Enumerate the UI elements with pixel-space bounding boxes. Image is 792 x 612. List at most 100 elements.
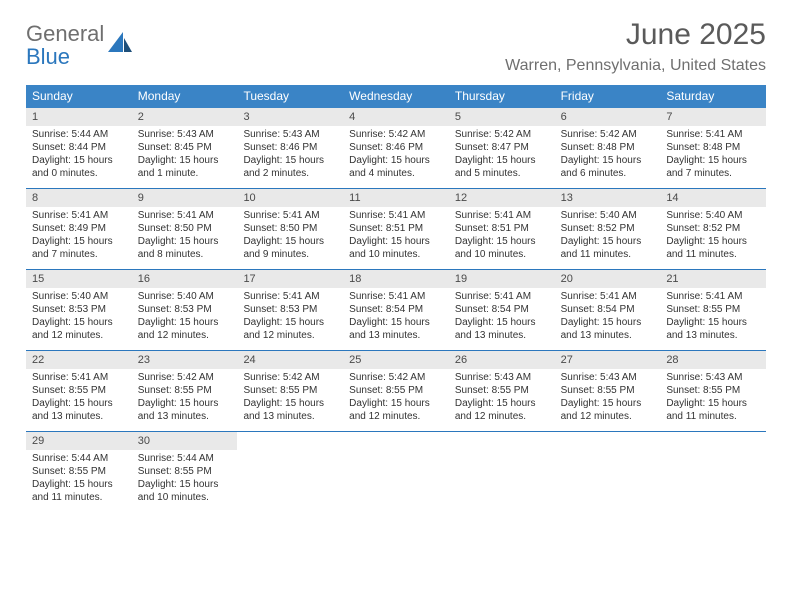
- calendar-day: 8Sunrise: 5:41 AMSunset: 8:49 PMDaylight…: [26, 189, 132, 267]
- day-number: 24: [237, 351, 343, 369]
- day-body: Sunrise: 5:40 AMSunset: 8:53 PMDaylight:…: [26, 288, 132, 348]
- day-body: Sunrise: 5:44 AMSunset: 8:55 PMDaylight:…: [132, 450, 238, 510]
- sunrise-text: Sunrise: 5:41 AM: [561, 290, 655, 303]
- daylight-text: Daylight: 15 hours and 10 minutes.: [455, 235, 549, 261]
- daylight-text: Daylight: 15 hours and 5 minutes.: [455, 154, 549, 180]
- calendar-day: 7Sunrise: 5:41 AMSunset: 8:48 PMDaylight…: [660, 108, 766, 186]
- calendar-week: 22Sunrise: 5:41 AMSunset: 8:55 PMDayligh…: [26, 351, 766, 429]
- day-number: 20: [555, 270, 661, 288]
- daylight-text: Daylight: 15 hours and 12 minutes.: [138, 316, 232, 342]
- day-body: Sunrise: 5:40 AMSunset: 8:53 PMDaylight:…: [132, 288, 238, 348]
- calendar-day: [555, 432, 661, 510]
- logo-line2: Blue: [26, 45, 104, 68]
- calendar-day: 27Sunrise: 5:43 AMSunset: 8:55 PMDayligh…: [555, 351, 661, 429]
- day-number: 29: [26, 432, 132, 450]
- day-body: Sunrise: 5:42 AMSunset: 8:55 PMDaylight:…: [237, 369, 343, 429]
- day-number: 1: [26, 108, 132, 126]
- calendar-day: 11Sunrise: 5:41 AMSunset: 8:51 PMDayligh…: [343, 189, 449, 267]
- sunset-text: Sunset: 8:49 PM: [32, 222, 126, 235]
- sunset-text: Sunset: 8:46 PM: [243, 141, 337, 154]
- daylight-text: Daylight: 15 hours and 7 minutes.: [32, 235, 126, 261]
- month-title: June 2025: [505, 18, 766, 51]
- day-body: Sunrise: 5:41 AMSunset: 8:48 PMDaylight:…: [660, 126, 766, 186]
- day-body: Sunrise: 5:41 AMSunset: 8:55 PMDaylight:…: [660, 288, 766, 348]
- daylight-text: Daylight: 15 hours and 13 minutes.: [455, 316, 549, 342]
- calendar-day: 26Sunrise: 5:43 AMSunset: 8:55 PMDayligh…: [449, 351, 555, 429]
- daylight-text: Daylight: 15 hours and 12 minutes.: [455, 397, 549, 423]
- sunrise-text: Sunrise: 5:41 AM: [243, 290, 337, 303]
- calendar-day: 22Sunrise: 5:41 AMSunset: 8:55 PMDayligh…: [26, 351, 132, 429]
- sunrise-text: Sunrise: 5:41 AM: [32, 209, 126, 222]
- calendar-day: 17Sunrise: 5:41 AMSunset: 8:53 PMDayligh…: [237, 270, 343, 348]
- day-body: Sunrise: 5:41 AMSunset: 8:49 PMDaylight:…: [26, 207, 132, 267]
- sunrise-text: Sunrise: 5:41 AM: [455, 290, 549, 303]
- day-number: 25: [343, 351, 449, 369]
- sunrise-text: Sunrise: 5:42 AM: [561, 128, 655, 141]
- day-number: 23: [132, 351, 238, 369]
- dow-tuesday: Tuesday: [237, 85, 343, 108]
- calendar-week: 1Sunrise: 5:44 AMSunset: 8:44 PMDaylight…: [26, 108, 766, 186]
- day-body: Sunrise: 5:43 AMSunset: 8:55 PMDaylight:…: [555, 369, 661, 429]
- day-number: 16: [132, 270, 238, 288]
- sunset-text: Sunset: 8:48 PM: [561, 141, 655, 154]
- calendar-day: 29Sunrise: 5:44 AMSunset: 8:55 PMDayligh…: [26, 432, 132, 510]
- sunset-text: Sunset: 8:55 PM: [138, 465, 232, 478]
- logo: General Blue: [26, 22, 134, 68]
- day-number: 11: [343, 189, 449, 207]
- calendar-day: [343, 432, 449, 510]
- day-body: Sunrise: 5:44 AMSunset: 8:55 PMDaylight:…: [26, 450, 132, 510]
- day-body: Sunrise: 5:41 AMSunset: 8:51 PMDaylight:…: [343, 207, 449, 267]
- calendar-day: 9Sunrise: 5:41 AMSunset: 8:50 PMDaylight…: [132, 189, 238, 267]
- sunset-text: Sunset: 8:55 PM: [561, 384, 655, 397]
- sunset-text: Sunset: 8:48 PM: [666, 141, 760, 154]
- day-number: 22: [26, 351, 132, 369]
- sunset-text: Sunset: 8:53 PM: [243, 303, 337, 316]
- calendar-day: 19Sunrise: 5:41 AMSunset: 8:54 PMDayligh…: [449, 270, 555, 348]
- sunrise-text: Sunrise: 5:41 AM: [349, 290, 443, 303]
- day-number: 8: [26, 189, 132, 207]
- daylight-text: Daylight: 15 hours and 10 minutes.: [138, 478, 232, 504]
- sunset-text: Sunset: 8:45 PM: [138, 141, 232, 154]
- sunrise-text: Sunrise: 5:41 AM: [666, 290, 760, 303]
- day-body: Sunrise: 5:43 AMSunset: 8:55 PMDaylight:…: [660, 369, 766, 429]
- dow-thursday: Thursday: [449, 85, 555, 108]
- calendar-day: 3Sunrise: 5:43 AMSunset: 8:46 PMDaylight…: [237, 108, 343, 186]
- daylight-text: Daylight: 15 hours and 0 minutes.: [32, 154, 126, 180]
- sunset-text: Sunset: 8:54 PM: [455, 303, 549, 316]
- day-body: Sunrise: 5:42 AMSunset: 8:47 PMDaylight:…: [449, 126, 555, 186]
- calendar-day: 10Sunrise: 5:41 AMSunset: 8:50 PMDayligh…: [237, 189, 343, 267]
- logo-line1: General: [26, 21, 104, 46]
- daylight-text: Daylight: 15 hours and 12 minutes.: [561, 397, 655, 423]
- calendar: Sunday Monday Tuesday Wednesday Thursday…: [26, 85, 766, 510]
- calendar-day: 12Sunrise: 5:41 AMSunset: 8:51 PMDayligh…: [449, 189, 555, 267]
- calendar-day: [449, 432, 555, 510]
- sunset-text: Sunset: 8:55 PM: [666, 384, 760, 397]
- day-number: 13: [555, 189, 661, 207]
- dow-sunday: Sunday: [26, 85, 132, 108]
- calendar-week: 29Sunrise: 5:44 AMSunset: 8:55 PMDayligh…: [26, 432, 766, 510]
- day-number: 30: [132, 432, 238, 450]
- day-number: 15: [26, 270, 132, 288]
- sunrise-text: Sunrise: 5:43 AM: [561, 371, 655, 384]
- day-body: Sunrise: 5:41 AMSunset: 8:55 PMDaylight:…: [26, 369, 132, 429]
- day-number: 6: [555, 108, 661, 126]
- calendar-day: 2Sunrise: 5:43 AMSunset: 8:45 PMDaylight…: [132, 108, 238, 186]
- daylight-text: Daylight: 15 hours and 11 minutes.: [666, 397, 760, 423]
- calendar-day: 20Sunrise: 5:41 AMSunset: 8:54 PMDayligh…: [555, 270, 661, 348]
- day-number: 17: [237, 270, 343, 288]
- sunrise-text: Sunrise: 5:41 AM: [455, 209, 549, 222]
- dow-friday: Friday: [555, 85, 661, 108]
- calendar-week: 8Sunrise: 5:41 AMSunset: 8:49 PMDaylight…: [26, 189, 766, 267]
- sunrise-text: Sunrise: 5:42 AM: [455, 128, 549, 141]
- day-number: 10: [237, 189, 343, 207]
- dow-monday: Monday: [132, 85, 238, 108]
- day-number: 12: [449, 189, 555, 207]
- daylight-text: Daylight: 15 hours and 13 minutes.: [561, 316, 655, 342]
- daylight-text: Daylight: 15 hours and 13 minutes.: [32, 397, 126, 423]
- calendar-day: 4Sunrise: 5:42 AMSunset: 8:46 PMDaylight…: [343, 108, 449, 186]
- sunset-text: Sunset: 8:55 PM: [138, 384, 232, 397]
- daylight-text: Daylight: 15 hours and 11 minutes.: [666, 235, 760, 261]
- calendar-day: 15Sunrise: 5:40 AMSunset: 8:53 PMDayligh…: [26, 270, 132, 348]
- calendar-day: [660, 432, 766, 510]
- sunrise-text: Sunrise: 5:42 AM: [349, 371, 443, 384]
